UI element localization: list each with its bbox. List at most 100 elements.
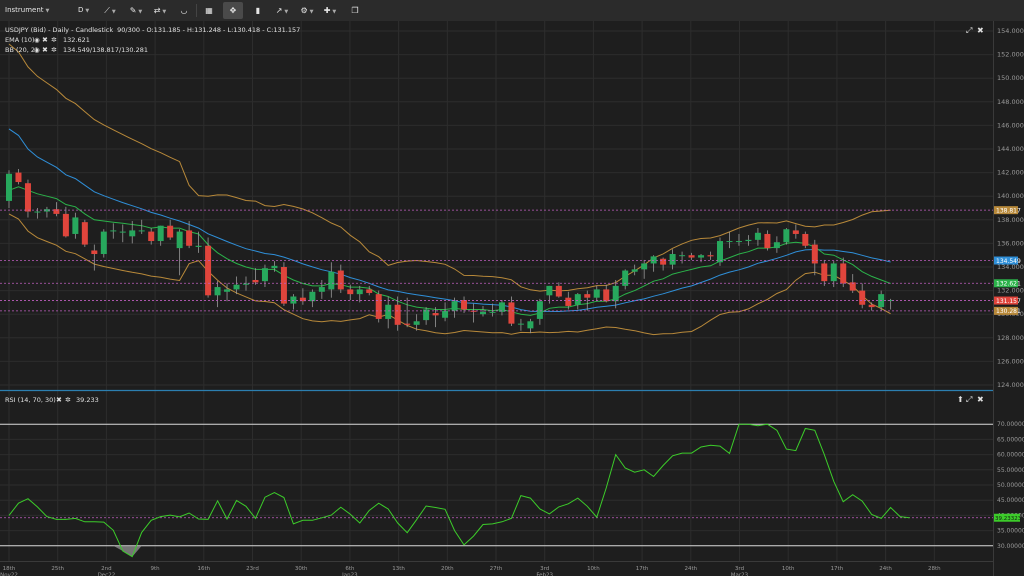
candle-body[interactable] xyxy=(214,287,221,296)
close-icon[interactable]: ✖ xyxy=(42,36,48,44)
close-pane-icon[interactable]: ✖ xyxy=(977,395,984,404)
candle-body[interactable] xyxy=(802,233,809,246)
candle-body[interactable] xyxy=(536,301,543,319)
candle-body[interactable] xyxy=(100,231,107,255)
candle-body[interactable] xyxy=(546,285,553,296)
candle-body[interactable] xyxy=(34,211,41,213)
candle-body[interactable] xyxy=(764,233,771,249)
bar-chart-icon[interactable]: ▮ xyxy=(255,6,261,15)
candle-body[interactable] xyxy=(508,302,515,324)
candle-body[interactable] xyxy=(489,311,496,313)
candle-body[interactable] xyxy=(261,268,268,282)
candle-body[interactable] xyxy=(337,270,344,290)
candle-body[interactable] xyxy=(6,173,12,201)
popout-icon[interactable]: ❐ xyxy=(351,6,359,15)
candle-body[interactable] xyxy=(830,263,837,282)
candle-body[interactable] xyxy=(461,300,468,310)
candle-body[interactable] xyxy=(195,245,202,247)
candle-body[interactable] xyxy=(119,231,126,233)
candle-body[interactable] xyxy=(754,232,761,240)
candle-body[interactable] xyxy=(480,311,486,315)
candle-body[interactable] xyxy=(726,241,733,243)
candle-body[interactable] xyxy=(612,285,619,302)
gear-icon[interactable]: ✲ xyxy=(51,36,57,44)
candle-body[interactable] xyxy=(243,283,249,285)
expand-icon[interactable]: ⤢ xyxy=(965,395,972,404)
candle-body[interactable] xyxy=(24,183,31,212)
close-icon[interactable]: ✖ xyxy=(56,396,62,404)
candle-body[interactable] xyxy=(603,289,610,302)
eye-icon[interactable]: ◉ xyxy=(34,36,40,44)
candle-body[interactable] xyxy=(299,297,306,302)
candle-body[interactable] xyxy=(641,263,648,270)
candle-body[interactable] xyxy=(224,289,231,292)
candle-body[interactable] xyxy=(15,172,22,183)
eye-icon[interactable]: ◉ xyxy=(34,46,40,54)
candle-body[interactable] xyxy=(745,239,752,242)
candle-body[interactable] xyxy=(356,289,363,295)
share-arrow-icon[interactable]: ↗ ▼ xyxy=(275,6,289,15)
candle-body[interactable] xyxy=(404,323,411,325)
candle-body[interactable] xyxy=(517,323,524,325)
candle-body[interactable] xyxy=(698,255,705,258)
close-icon[interactable]: ✖ xyxy=(42,46,48,54)
measure-icon[interactable]: ✎ ▼ xyxy=(129,6,143,15)
candle-body[interactable] xyxy=(565,297,572,306)
candle-body[interactable] xyxy=(555,285,562,297)
candle-body[interactable] xyxy=(849,282,856,291)
candle-body[interactable] xyxy=(451,301,458,311)
candle-body[interactable] xyxy=(413,321,420,325)
candle-body[interactable] xyxy=(442,310,449,318)
layout-icon[interactable]: ▦ xyxy=(205,6,213,15)
candle-body[interactable] xyxy=(148,231,155,242)
crosshair-icon[interactable]: ✥ xyxy=(223,2,243,19)
candle-body[interactable] xyxy=(432,313,439,316)
candle-body[interactable] xyxy=(821,263,828,282)
candle-body[interactable] xyxy=(773,242,780,249)
gear-icon[interactable]: ✲ xyxy=(65,396,71,404)
candle-body[interactable] xyxy=(43,209,50,212)
candle-body[interactable] xyxy=(252,279,259,283)
candle-body[interactable] xyxy=(394,304,401,325)
candle-body[interactable] xyxy=(859,290,866,305)
candle-body[interactable] xyxy=(129,230,136,237)
candle-body[interactable] xyxy=(347,289,354,295)
candle-body[interactable] xyxy=(309,291,316,302)
candle-body[interactable] xyxy=(62,213,69,237)
candle-body[interactable] xyxy=(811,244,818,264)
candle-body[interactable] xyxy=(574,294,581,305)
timeframe-selector[interactable]: D ▼ xyxy=(78,2,89,19)
candle-body[interactable] xyxy=(167,225,174,238)
candle-body[interactable] xyxy=(318,287,325,292)
candle-body[interactable] xyxy=(868,304,875,308)
ema-legend-icons[interactable]: ◉ ✖ ✲ xyxy=(34,36,57,44)
move-up-icon[interactable]: ⬆ xyxy=(957,395,964,404)
candle-body[interactable] xyxy=(669,254,676,265)
candle-body[interactable] xyxy=(735,241,742,243)
candle-body[interactable] xyxy=(138,230,145,232)
candle-body[interactable] xyxy=(679,255,686,257)
candle-body[interactable] xyxy=(290,296,297,304)
candle-body[interactable] xyxy=(81,222,88,245)
candle-body[interactable] xyxy=(271,265,278,269)
gear-icon[interactable]: ✲ xyxy=(51,46,57,54)
candle-body[interactable] xyxy=(631,269,638,272)
candle-body[interactable] xyxy=(423,309,430,321)
candle-body[interactable] xyxy=(783,229,790,243)
candle-body[interactable] xyxy=(186,230,193,246)
chart-area[interactable]: 154.000 152.000 150.000 148.000 146.000 144.0… xyxy=(0,21,1024,576)
candle-body[interactable] xyxy=(593,289,600,298)
candle-body[interactable] xyxy=(792,230,799,234)
trend-line-icon[interactable]: ⟋ ▼ xyxy=(104,6,116,15)
cup-icon[interactable]: ◡ xyxy=(180,6,188,15)
candle-body[interactable] xyxy=(91,250,98,255)
candle-body[interactable] xyxy=(707,255,714,257)
candle-body[interactable] xyxy=(385,304,392,319)
candle-body[interactable] xyxy=(366,289,373,293)
candle-body[interactable] xyxy=(72,217,79,234)
instrument-selector[interactable]: Instrument ▼ xyxy=(5,2,49,19)
candle-body[interactable] xyxy=(53,209,60,214)
candle-body[interactable] xyxy=(584,294,591,298)
settings-gear-icon[interactable]: ⚙ ▼ xyxy=(300,6,314,15)
candle-body[interactable] xyxy=(622,270,629,286)
